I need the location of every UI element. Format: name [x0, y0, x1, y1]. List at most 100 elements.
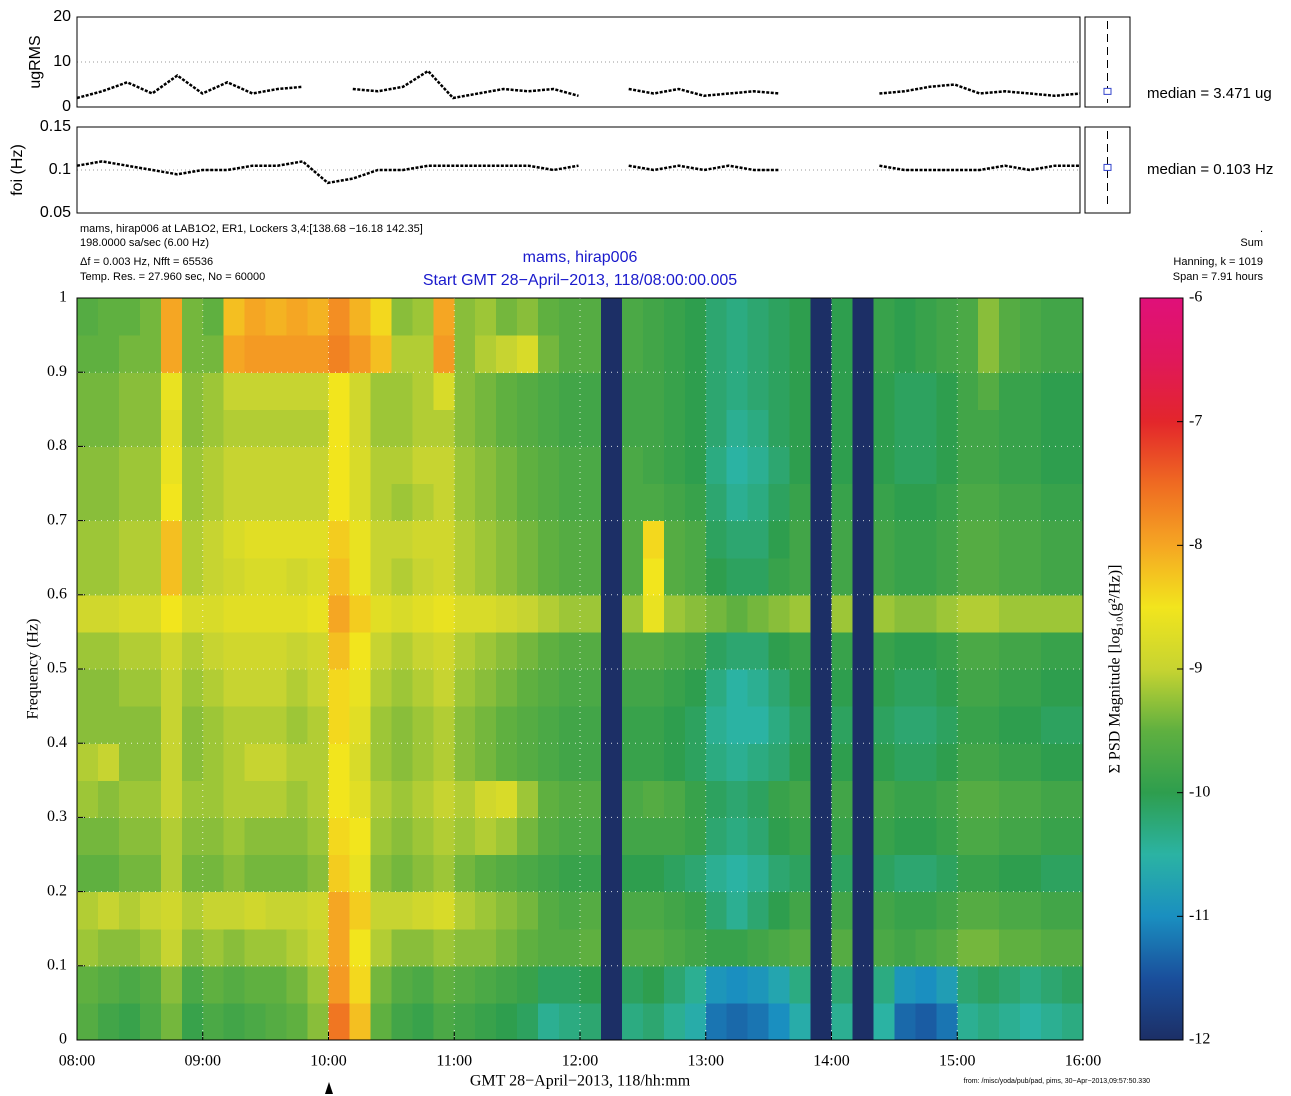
- heatmap-cell: [768, 557, 791, 596]
- heatmap-cell: [349, 928, 372, 967]
- heatmap-cell: [118, 335, 141, 373]
- heatmap-cell: [642, 298, 665, 336]
- heatmap-cell: [894, 446, 916, 485]
- heatmap-cell: [97, 409, 120, 447]
- heatmap-cell: [580, 743, 602, 781]
- heatmap-cell: [978, 743, 1000, 781]
- heatmap-cell: [265, 446, 288, 485]
- heatmap-cell: [118, 743, 141, 781]
- heatmap-cell: [1041, 669, 1063, 707]
- heatmap-cell: [852, 854, 875, 893]
- heatmap-cell: [454, 817, 476, 856]
- heatmap-cell: [978, 817, 1000, 856]
- heatmap-cell: [517, 446, 539, 485]
- heatmap-cell: [559, 631, 581, 670]
- heatmap-cell: [663, 335, 686, 373]
- heatmap-cell: [181, 409, 204, 447]
- heatmap-cell: [433, 891, 455, 930]
- heatmap-cell: [1041, 965, 1063, 1004]
- heatmap-cell: [810, 483, 833, 522]
- heatmap-cell: [475, 409, 497, 447]
- heatmap-cell: [370, 631, 392, 670]
- heatmap-cell: [517, 409, 539, 447]
- heatmap-cell: [1062, 520, 1084, 559]
- heatmap-cell: [286, 1002, 309, 1041]
- colorbar-tick-label: -8: [1189, 536, 1202, 553]
- colorbar-tick-label: -6: [1189, 289, 1202, 306]
- colorbar-tick-label: -12: [1189, 1031, 1210, 1048]
- heatmap-cell: [600, 817, 623, 856]
- heatmap-cell: [370, 817, 392, 856]
- heatmap-cell: [705, 928, 728, 967]
- heatmap-cell: [831, 557, 854, 596]
- heatmap-cell: [391, 557, 413, 596]
- heatmap-cell: [726, 557, 749, 596]
- heatmap-cell: [454, 669, 476, 707]
- heatmap-cell: [307, 669, 330, 707]
- heatmap-cell: [873, 335, 895, 373]
- heatmap-cell: [873, 817, 895, 856]
- heatmap-cell: [957, 743, 979, 781]
- heatmap-cell: [118, 631, 141, 670]
- heatmap-cell: [202, 780, 225, 818]
- heatmap-cell: [747, 1002, 770, 1041]
- heatmap-cell: [328, 520, 351, 559]
- heatmap-cell: [684, 1002, 707, 1041]
- heatmap-cell: [747, 298, 770, 336]
- heatmap-cell: [915, 631, 937, 670]
- heatmap-cell: [684, 409, 707, 447]
- heatmap-cell: [1020, 965, 1042, 1004]
- heatmap-cell: [915, 706, 937, 744]
- x-tick-label: 10:00: [310, 1053, 346, 1070]
- heatmap-cell: [160, 928, 183, 967]
- heatmap-cell: [139, 1002, 162, 1041]
- heatmap-cell: [412, 669, 434, 707]
- heatmap-cell: [328, 298, 351, 336]
- heatmap-cell: [768, 631, 791, 670]
- heatmap-cell: [684, 706, 707, 744]
- heatmap-cell: [1062, 594, 1084, 633]
- heatmap-cell: [496, 854, 518, 893]
- heatmap-cell: [475, 298, 497, 336]
- heatmap-cell: [999, 520, 1021, 559]
- heatmap-cell: [349, 298, 372, 336]
- info-line: Temp. Res. = 27.960 sec, No = 60000: [80, 271, 265, 283]
- heatmap-cell: [139, 298, 162, 336]
- heatmap-cell: [433, 965, 455, 1004]
- heatmap-cell: [139, 557, 162, 596]
- y-tick-label: 20: [53, 8, 71, 25]
- heatmap-cell: [936, 669, 958, 707]
- heatmap-cell: [265, 557, 288, 596]
- heatmap-cell: [873, 298, 895, 336]
- y-tick-label: 0.15: [40, 118, 71, 135]
- heatmap-cell: [999, 817, 1021, 856]
- heatmap-cell: [307, 743, 330, 781]
- heatmap-cell: [1062, 891, 1084, 930]
- heatmap-cell: [202, 446, 225, 485]
- heatmap-cell: [768, 743, 791, 781]
- heatmap-cell: [810, 557, 833, 596]
- heatmap-cell: [810, 446, 833, 485]
- heatmap-cell: [412, 1002, 434, 1041]
- heatmap-cell: [517, 669, 539, 707]
- heatmap-cell: [894, 891, 916, 930]
- heatmap-cell: [454, 557, 476, 596]
- heatmap-cell: [286, 483, 309, 522]
- heatmap-cell: [621, 891, 644, 930]
- heatmap-cell: [559, 669, 581, 707]
- heatmap-cell: [307, 891, 330, 930]
- heatmap-cell: [726, 1002, 749, 1041]
- heatmap-cell: [936, 817, 958, 856]
- heatmap-cell: [1062, 965, 1084, 1004]
- heatmap-cell: [433, 706, 455, 744]
- heatmap-cell: [894, 743, 916, 781]
- heatmap-cell: [181, 743, 204, 781]
- x-tick-label: 09:00: [185, 1053, 221, 1070]
- heatmap-cell: [747, 743, 770, 781]
- heatmap-cell: [936, 594, 958, 633]
- heatmap-cell: [600, 594, 623, 633]
- heatmap-cell: [202, 965, 225, 1004]
- heatmap-cell: [684, 817, 707, 856]
- heatmap-cell: [915, 594, 937, 633]
- heatmap-cell: [768, 928, 791, 967]
